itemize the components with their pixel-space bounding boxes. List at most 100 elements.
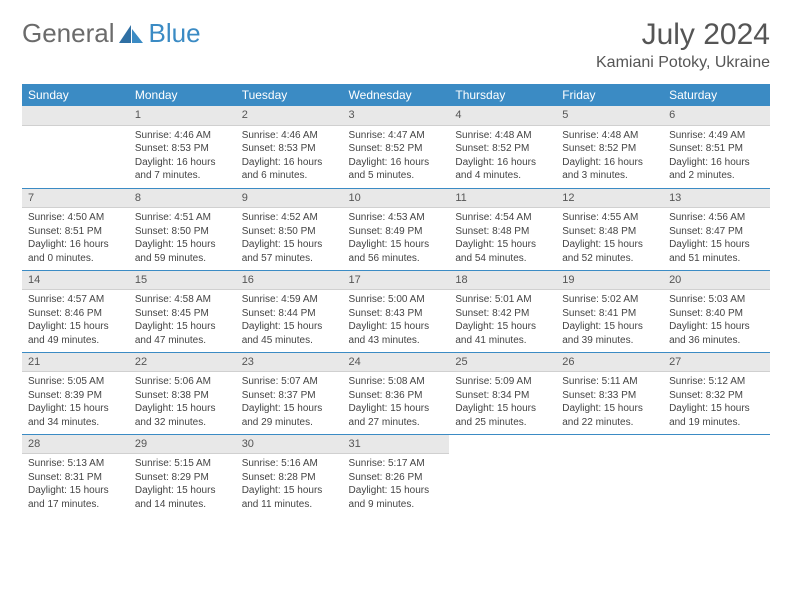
calendar-day-cell: 9Sunrise: 4:52 AMSunset: 8:50 PMDaylight… bbox=[236, 188, 343, 270]
day-body: Sunrise: 5:05 AMSunset: 8:39 PMDaylight:… bbox=[22, 372, 129, 433]
day-body: Sunrise: 5:16 AMSunset: 8:28 PMDaylight:… bbox=[236, 454, 343, 515]
calendar-day-cell: 4Sunrise: 4:48 AMSunset: 8:52 PMDaylight… bbox=[449, 106, 556, 188]
calendar-day-cell: 17Sunrise: 5:00 AMSunset: 8:43 PMDayligh… bbox=[343, 270, 450, 352]
day-body: Sunrise: 4:46 AMSunset: 8:53 PMDaylight:… bbox=[236, 126, 343, 187]
day-body: Sunrise: 4:59 AMSunset: 8:44 PMDaylight:… bbox=[236, 290, 343, 351]
brand-part2: Blue bbox=[149, 18, 201, 49]
day-number: 22 bbox=[129, 353, 236, 373]
day-body: Sunrise: 5:12 AMSunset: 8:32 PMDaylight:… bbox=[663, 372, 770, 433]
day-number: 9 bbox=[236, 189, 343, 209]
calendar-day-cell: 25Sunrise: 5:09 AMSunset: 8:34 PMDayligh… bbox=[449, 352, 556, 434]
calendar-week-row: 21Sunrise: 5:05 AMSunset: 8:39 PMDayligh… bbox=[22, 352, 770, 434]
day-body: Sunrise: 4:53 AMSunset: 8:49 PMDaylight:… bbox=[343, 208, 450, 269]
day-number: 18 bbox=[449, 271, 556, 291]
day-body: Sunrise: 4:57 AMSunset: 8:46 PMDaylight:… bbox=[22, 290, 129, 351]
day-number: 12 bbox=[556, 189, 663, 209]
day-body: Sunrise: 4:52 AMSunset: 8:50 PMDaylight:… bbox=[236, 208, 343, 269]
day-body: Sunrise: 5:06 AMSunset: 8:38 PMDaylight:… bbox=[129, 372, 236, 433]
day-body: Sunrise: 5:03 AMSunset: 8:40 PMDaylight:… bbox=[663, 290, 770, 351]
day-body: Sunrise: 4:48 AMSunset: 8:52 PMDaylight:… bbox=[449, 126, 556, 187]
day-number: 28 bbox=[22, 435, 129, 455]
calendar-week-row: 7Sunrise: 4:50 AMSunset: 8:51 PMDaylight… bbox=[22, 188, 770, 270]
day-body: Sunrise: 5:01 AMSunset: 8:42 PMDaylight:… bbox=[449, 290, 556, 351]
calendar-day-cell: 5Sunrise: 4:48 AMSunset: 8:52 PMDaylight… bbox=[556, 106, 663, 188]
calendar-week-row: 1Sunrise: 4:46 AMSunset: 8:53 PMDaylight… bbox=[22, 106, 770, 188]
day-body: Sunrise: 4:51 AMSunset: 8:50 PMDaylight:… bbox=[129, 208, 236, 269]
calendar-empty-cell bbox=[449, 434, 556, 516]
day-number: 19 bbox=[556, 271, 663, 291]
day-body: Sunrise: 5:02 AMSunset: 8:41 PMDaylight:… bbox=[556, 290, 663, 351]
day-body: Sunrise: 5:08 AMSunset: 8:36 PMDaylight:… bbox=[343, 372, 450, 433]
day-number: 13 bbox=[663, 189, 770, 209]
day-body: Sunrise: 5:09 AMSunset: 8:34 PMDaylight:… bbox=[449, 372, 556, 433]
calendar-body: 1Sunrise: 4:46 AMSunset: 8:53 PMDaylight… bbox=[22, 106, 770, 516]
day-number-empty bbox=[22, 106, 129, 126]
day-body: Sunrise: 4:58 AMSunset: 8:45 PMDaylight:… bbox=[129, 290, 236, 351]
weekday-header: Thursday bbox=[449, 84, 556, 106]
day-number: 2 bbox=[236, 106, 343, 126]
day-number: 21 bbox=[22, 353, 129, 373]
weekday-header: Monday bbox=[129, 84, 236, 106]
weekday-header-row: SundayMondayTuesdayWednesdayThursdayFrid… bbox=[22, 84, 770, 106]
brand-part1: General bbox=[22, 18, 115, 49]
day-number: 10 bbox=[343, 189, 450, 209]
day-number: 25 bbox=[449, 353, 556, 373]
day-number: 31 bbox=[343, 435, 450, 455]
day-body: Sunrise: 5:17 AMSunset: 8:26 PMDaylight:… bbox=[343, 454, 450, 515]
day-number: 27 bbox=[663, 353, 770, 373]
day-body: Sunrise: 5:11 AMSunset: 8:33 PMDaylight:… bbox=[556, 372, 663, 433]
weekday-header: Saturday bbox=[663, 84, 770, 106]
day-number: 4 bbox=[449, 106, 556, 126]
calendar-day-cell: 19Sunrise: 5:02 AMSunset: 8:41 PMDayligh… bbox=[556, 270, 663, 352]
calendar-empty-cell bbox=[556, 434, 663, 516]
calendar-day-cell: 20Sunrise: 5:03 AMSunset: 8:40 PMDayligh… bbox=[663, 270, 770, 352]
day-number: 26 bbox=[556, 353, 663, 373]
day-number: 23 bbox=[236, 353, 343, 373]
day-body: Sunrise: 4:48 AMSunset: 8:52 PMDaylight:… bbox=[556, 126, 663, 187]
calendar-day-cell: 27Sunrise: 5:12 AMSunset: 8:32 PMDayligh… bbox=[663, 352, 770, 434]
calendar-day-cell: 11Sunrise: 4:54 AMSunset: 8:48 PMDayligh… bbox=[449, 188, 556, 270]
weekday-header: Wednesday bbox=[343, 84, 450, 106]
day-number: 15 bbox=[129, 271, 236, 291]
day-number: 17 bbox=[343, 271, 450, 291]
page-header: General Blue July 2024 Kamiani Potoky, U… bbox=[22, 18, 770, 72]
day-body: Sunrise: 4:56 AMSunset: 8:47 PMDaylight:… bbox=[663, 208, 770, 269]
location-text: Kamiani Potoky, Ukraine bbox=[596, 54, 770, 72]
sail-icon bbox=[117, 23, 145, 45]
calendar-day-cell: 23Sunrise: 5:07 AMSunset: 8:37 PMDayligh… bbox=[236, 352, 343, 434]
day-number: 8 bbox=[129, 189, 236, 209]
calendar-day-cell: 10Sunrise: 4:53 AMSunset: 8:49 PMDayligh… bbox=[343, 188, 450, 270]
brand-logo: General Blue bbox=[22, 18, 201, 49]
calendar-day-cell: 6Sunrise: 4:49 AMSunset: 8:51 PMDaylight… bbox=[663, 106, 770, 188]
day-number: 16 bbox=[236, 271, 343, 291]
calendar-day-cell: 13Sunrise: 4:56 AMSunset: 8:47 PMDayligh… bbox=[663, 188, 770, 270]
day-number: 29 bbox=[129, 435, 236, 455]
day-body: Sunrise: 5:15 AMSunset: 8:29 PMDaylight:… bbox=[129, 454, 236, 515]
day-number: 3 bbox=[343, 106, 450, 126]
calendar-empty-cell bbox=[663, 434, 770, 516]
day-number: 6 bbox=[663, 106, 770, 126]
day-body: Sunrise: 4:54 AMSunset: 8:48 PMDaylight:… bbox=[449, 208, 556, 269]
day-number: 1 bbox=[129, 106, 236, 126]
calendar-week-row: 28Sunrise: 5:13 AMSunset: 8:31 PMDayligh… bbox=[22, 434, 770, 516]
day-body: Sunrise: 5:13 AMSunset: 8:31 PMDaylight:… bbox=[22, 454, 129, 515]
calendar-day-cell: 18Sunrise: 5:01 AMSunset: 8:42 PMDayligh… bbox=[449, 270, 556, 352]
day-number: 14 bbox=[22, 271, 129, 291]
day-number: 30 bbox=[236, 435, 343, 455]
day-body: Sunrise: 4:55 AMSunset: 8:48 PMDaylight:… bbox=[556, 208, 663, 269]
day-number: 24 bbox=[343, 353, 450, 373]
day-body: Sunrise: 4:46 AMSunset: 8:53 PMDaylight:… bbox=[129, 126, 236, 187]
calendar-day-cell: 16Sunrise: 4:59 AMSunset: 8:44 PMDayligh… bbox=[236, 270, 343, 352]
calendar-day-cell: 30Sunrise: 5:16 AMSunset: 8:28 PMDayligh… bbox=[236, 434, 343, 516]
title-block: July 2024 Kamiani Potoky, Ukraine bbox=[596, 18, 770, 72]
calendar-day-cell: 22Sunrise: 5:06 AMSunset: 8:38 PMDayligh… bbox=[129, 352, 236, 434]
calendar-day-cell: 26Sunrise: 5:11 AMSunset: 8:33 PMDayligh… bbox=[556, 352, 663, 434]
calendar-day-cell: 15Sunrise: 4:58 AMSunset: 8:45 PMDayligh… bbox=[129, 270, 236, 352]
day-body: Sunrise: 5:07 AMSunset: 8:37 PMDaylight:… bbox=[236, 372, 343, 433]
weekday-header: Friday bbox=[556, 84, 663, 106]
calendar-day-cell: 14Sunrise: 4:57 AMSunset: 8:46 PMDayligh… bbox=[22, 270, 129, 352]
calendar-day-cell: 2Sunrise: 4:46 AMSunset: 8:53 PMDaylight… bbox=[236, 106, 343, 188]
calendar-day-cell: 7Sunrise: 4:50 AMSunset: 8:51 PMDaylight… bbox=[22, 188, 129, 270]
calendar-day-cell: 1Sunrise: 4:46 AMSunset: 8:53 PMDaylight… bbox=[129, 106, 236, 188]
day-body: Sunrise: 4:50 AMSunset: 8:51 PMDaylight:… bbox=[22, 208, 129, 269]
